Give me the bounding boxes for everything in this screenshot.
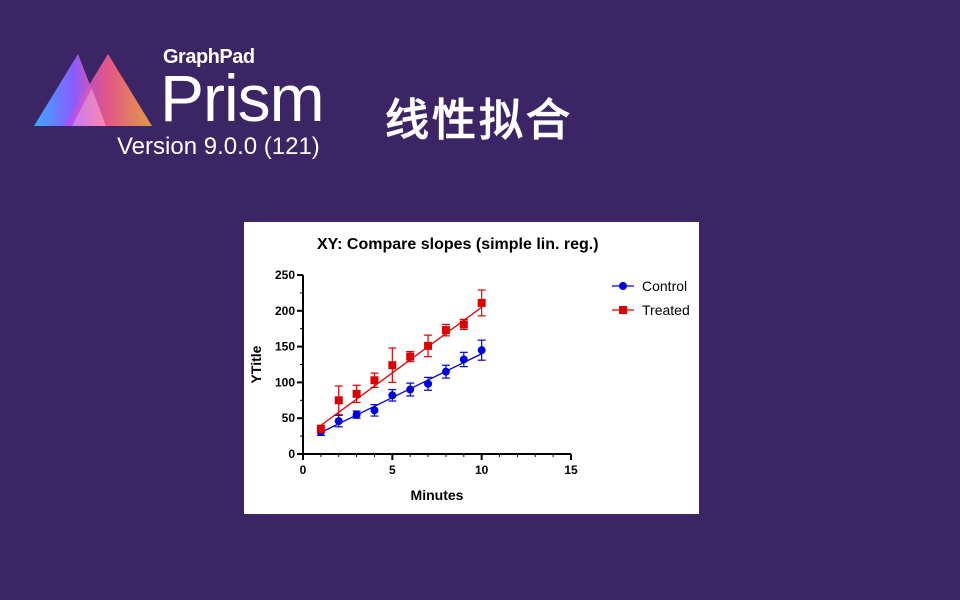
data-point-treated xyxy=(316,424,325,433)
data-point-control xyxy=(370,406,379,415)
y-tick-label: 0 xyxy=(288,447,295,461)
x-tick-label: 5 xyxy=(389,463,396,477)
legend-marker-square xyxy=(619,306,627,314)
data-point-control xyxy=(352,410,361,419)
data-point-treated xyxy=(388,361,397,370)
y-axis-label: YTitle xyxy=(248,345,264,383)
y-tick-label: 100 xyxy=(275,375,295,389)
fit-lines xyxy=(320,306,483,434)
chart-title: XY: Compare slopes (simple lin. reg.) xyxy=(317,236,599,253)
y-tick-label: 200 xyxy=(275,304,295,318)
data-point-treated xyxy=(352,389,361,398)
chart-axes: 0 50 100 150 200 250 0 5 10 15 xyxy=(275,268,578,477)
data-point-control xyxy=(424,379,433,388)
data-point-control xyxy=(477,346,486,355)
legend-marker-circle xyxy=(619,282,627,290)
y-tick-label: 150 xyxy=(275,340,295,354)
data-point-control xyxy=(388,391,397,400)
y-tick-label: 250 xyxy=(275,268,295,282)
data-point-treated xyxy=(424,341,433,350)
data-point-treated xyxy=(459,320,468,329)
x-tick-label: 15 xyxy=(564,463,578,477)
data-point-treated xyxy=(406,352,415,361)
x-tick-label: 0 xyxy=(300,463,307,477)
version-label: Version 9.0.0 (121) xyxy=(117,133,320,160)
chart-panel: XY: Compare slopes (simple lin. reg.) 0 5… xyxy=(244,222,699,514)
legend: Control Treated xyxy=(612,278,690,318)
data-point-control xyxy=(441,367,450,376)
chart-canvas: XY: Compare slopes (simple lin. reg.) 0 5… xyxy=(248,236,690,503)
prism-logo-icon xyxy=(34,54,152,126)
data-marks xyxy=(316,289,486,436)
data-point-control xyxy=(459,355,468,364)
data-point-treated xyxy=(370,376,379,385)
brand-prism: Prism xyxy=(160,61,325,135)
fit-line-control xyxy=(320,353,482,434)
brand-graphpad: GraphPad xyxy=(163,46,255,68)
data-point-treated xyxy=(477,298,486,307)
fit-line-treated xyxy=(320,306,483,426)
legend-label-treated: Treated xyxy=(642,302,690,318)
x-tick-label: 10 xyxy=(475,463,489,477)
legend-label-control: Control xyxy=(642,278,687,294)
data-point-control xyxy=(406,385,415,394)
data-point-treated xyxy=(441,326,450,335)
data-point-control xyxy=(334,417,343,426)
data-point-treated xyxy=(334,396,343,405)
x-axis-label: Minutes xyxy=(411,487,464,503)
page-headline: 线性拟合 xyxy=(385,95,573,146)
y-tick-label: 50 xyxy=(282,411,296,425)
